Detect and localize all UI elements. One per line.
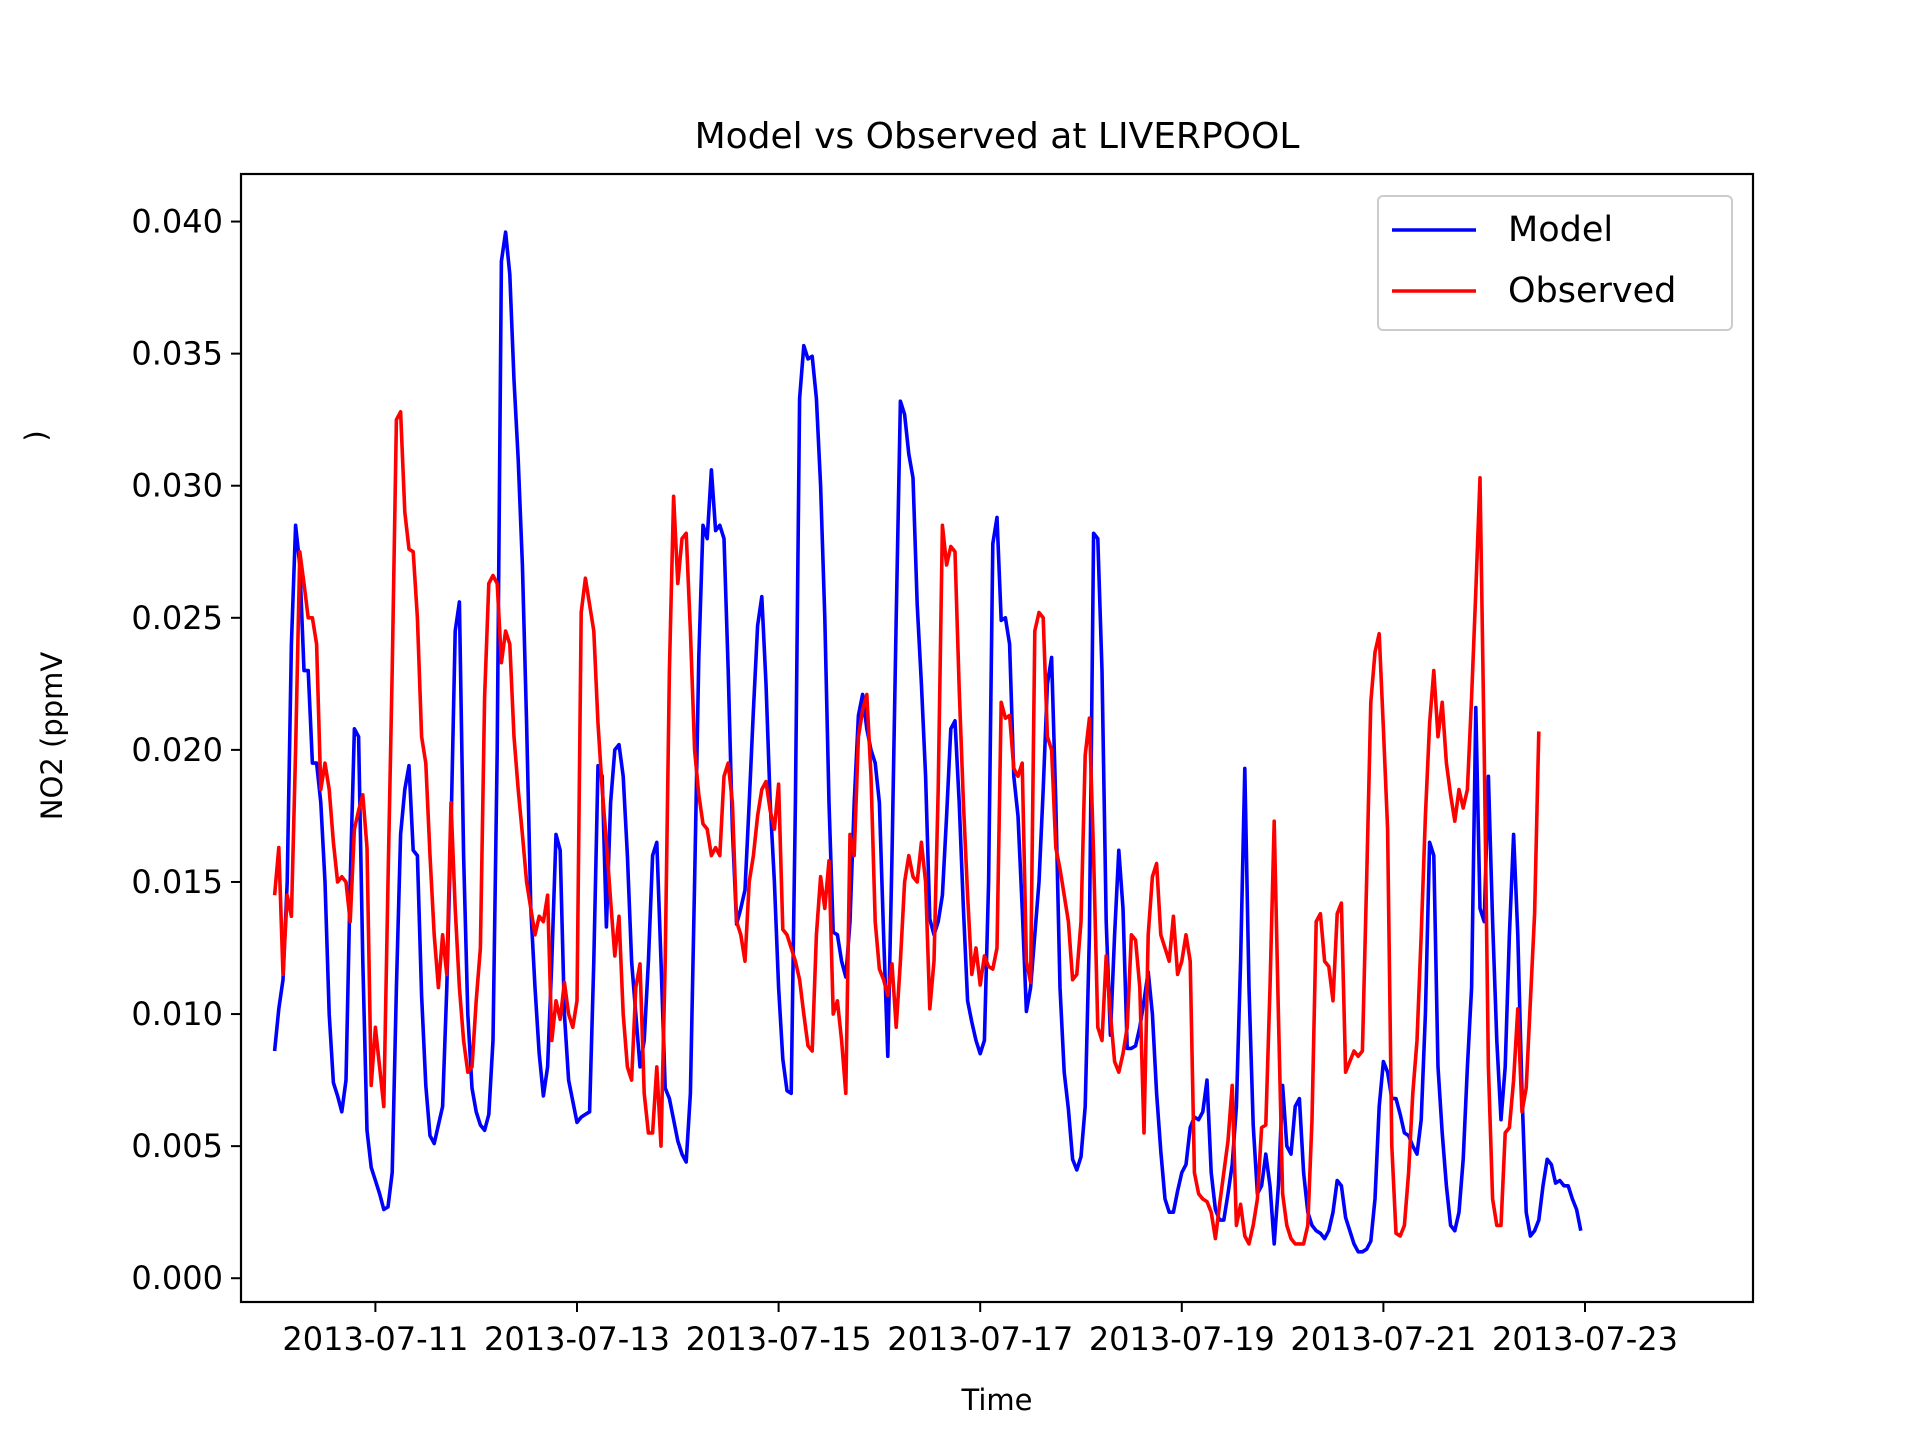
y-tick-label: 0.005 bbox=[131, 1127, 223, 1165]
legend-label-observed: Observed bbox=[1508, 271, 1676, 311]
x-axis-label: Time bbox=[961, 1383, 1033, 1417]
plot-area bbox=[239, 172, 1755, 1304]
chart-title: Model vs Observed at LIVERPOOL bbox=[695, 116, 1300, 157]
y-axis-label-line-2: ) bbox=[19, 430, 53, 441]
x-tick-label: 2013-07-11 bbox=[282, 1320, 468, 1358]
y-tick-label: 0.025 bbox=[131, 599, 223, 637]
x-tick-label: 2013-07-23 bbox=[1492, 1320, 1678, 1358]
x-tick-label: 2013-07-13 bbox=[484, 1320, 670, 1358]
series-line-model bbox=[272, 230, 1583, 1254]
legend-item-observed[interactable]: Observed bbox=[1392, 271, 1676, 311]
y-axis: 0.000 0.005 0.010 0.015 0.020 0.025 0.030 0.035… bbox=[131, 203, 241, 1297]
y-axis-label: NO2 (ppmV) bbox=[19, 430, 69, 820]
x-axis: 2013-07-11 2013-07-13 2013-07-15 2013-07-17… bbox=[282, 1302, 1678, 1358]
axes-frame bbox=[239, 172, 1755, 1304]
legend-label-model: Model bbox=[1508, 210, 1613, 250]
legend[interactable]: Model Observed bbox=[1377, 195, 1733, 331]
y-tick-label: 0.035 bbox=[131, 335, 223, 373]
x-tick-label: 2013-07-21 bbox=[1290, 1320, 1476, 1358]
y-tick-label: 0.040 bbox=[131, 203, 223, 241]
series-line-observed bbox=[272, 410, 1541, 1246]
y-tick-label: 0.015 bbox=[131, 863, 223, 901]
legend-item-model[interactable]: Model bbox=[1392, 210, 1613, 250]
y-axis-label-line-1: NO2 (ppmV bbox=[35, 652, 69, 821]
x-tick-label: 2013-07-19 bbox=[1089, 1320, 1275, 1358]
y-tick-label: 0.030 bbox=[131, 467, 223, 505]
series-layer bbox=[272, 230, 1583, 1254]
y-tick-label: 0.010 bbox=[131, 995, 223, 1033]
y-tick-label: 0.000 bbox=[131, 1259, 223, 1297]
x-tick-label: 2013-07-17 bbox=[887, 1320, 1073, 1358]
x-tick-label: 2013-07-15 bbox=[686, 1320, 872, 1358]
y-tick-label: 0.020 bbox=[131, 731, 223, 769]
